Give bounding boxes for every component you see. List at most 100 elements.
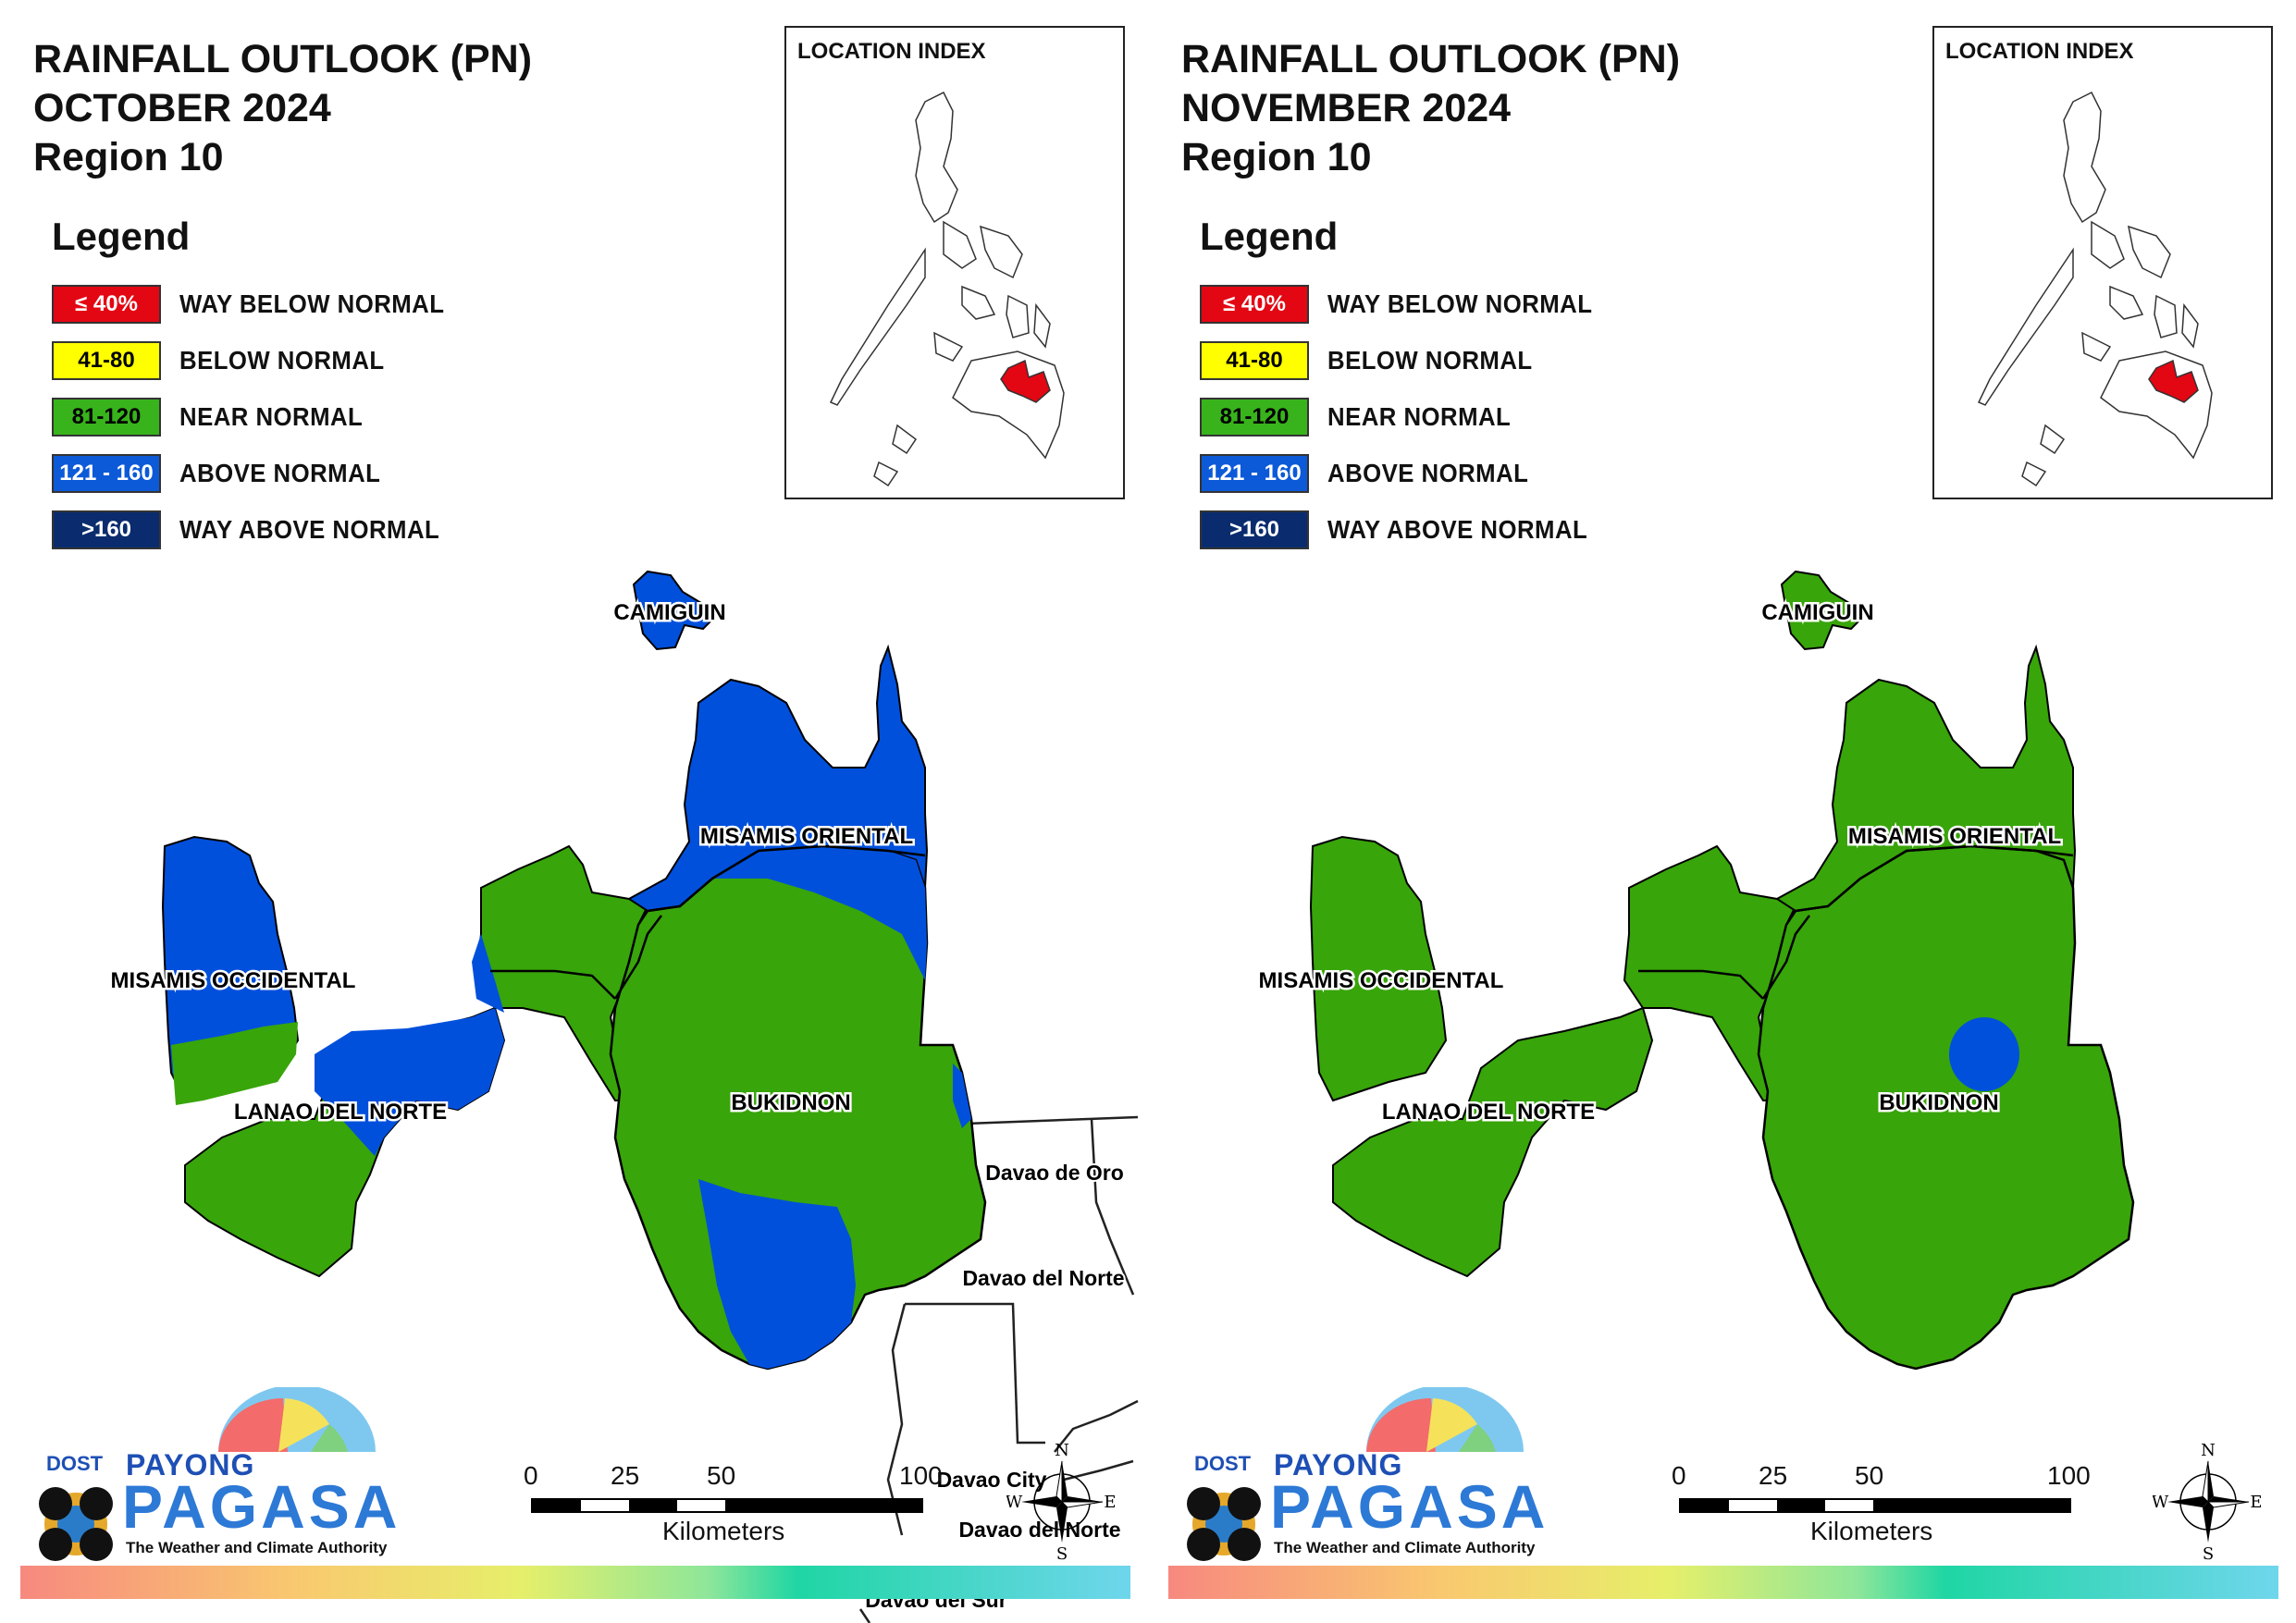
title-line-1: RAINFALL OUTLOOK (PN) bbox=[1181, 37, 1681, 81]
logo-pagasa: PAGASA bbox=[1270, 1472, 1549, 1541]
scale-tick-0: 0 bbox=[1672, 1461, 1686, 1490]
davao-de-oro-label: Davao de Oro bbox=[985, 1161, 1124, 1185]
legend-swatch: >160 bbox=[52, 510, 161, 549]
lanao-del-norte-label: LANAO DEL NORTE bbox=[1382, 1100, 1595, 1125]
bukidnon-shape bbox=[609, 844, 987, 1371]
bukidnon-east-above-zone bbox=[953, 1064, 971, 1128]
scale-tick-50: 50 bbox=[1855, 1461, 1884, 1490]
compass-w: W bbox=[2153, 1493, 2169, 1512]
legend: Legend ≤ 40% WAY BELOW NORMAL 41-80 BELO… bbox=[52, 215, 467, 558]
lanao-del-norte-east-shape bbox=[475, 844, 649, 1101]
legend-swatch: 41-80 bbox=[52, 340, 161, 380]
umbrella-icon bbox=[1187, 1387, 1524, 1561]
legend-row-way-below: ≤ 40% WAY BELOW NORMAL bbox=[1200, 276, 1615, 332]
scale-bar-graphic bbox=[1679, 1498, 2071, 1513]
legend-label: BELOW NORMAL bbox=[1327, 345, 1533, 375]
legend-row-way-above: >160 WAY ABOVE NORMAL bbox=[1200, 501, 1615, 558]
legend-label: WAY BELOW NORMAL bbox=[179, 289, 445, 318]
scale-unit: Kilometers bbox=[1810, 1517, 1933, 1545]
camiguin-label: CAMIGUIN bbox=[613, 600, 725, 625]
lanao-del-norte-above-zone bbox=[315, 1008, 504, 1156]
title-line-2: NOVEMBER 2024 bbox=[1181, 86, 1512, 130]
legend-label: ABOVE NORMAL bbox=[1327, 458, 1529, 487]
november-panel: RAINFALL OUTLOOK (PN) NOVEMBER 2024 Regi… bbox=[1148, 0, 2296, 1623]
scale-bar-graphic bbox=[531, 1498, 923, 1513]
october-panel: RAINFALL OUTLOOK (PN) OCTOBER 2024 Regio… bbox=[20, 26, 1139, 1623]
legend-row-way-below: ≤ 40% WAY BELOW NORMAL bbox=[52, 276, 467, 332]
legend-swatch: 81-120 bbox=[52, 397, 161, 436]
scale-unit: Kilometers bbox=[662, 1517, 785, 1545]
title-line-1: RAINFALL OUTLOOK (PN) bbox=[33, 37, 533, 81]
legend-row-above: 121 - 160 ABOVE NORMAL bbox=[1200, 445, 1615, 501]
misamis-oriental-label: MISAMIS ORIENTAL bbox=[1848, 824, 2061, 849]
bukidnon-label: BUKIDNON bbox=[731, 1090, 850, 1115]
footer-gradient-bar bbox=[1168, 1566, 2278, 1599]
camiguin-shape bbox=[1780, 570, 1864, 651]
compass-e: E bbox=[1104, 1493, 1116, 1512]
camiguin-shape bbox=[632, 570, 716, 651]
logo-tagline: The Weather and Climate Authority bbox=[126, 1539, 388, 1556]
legend-swatch: >160 bbox=[1200, 510, 1309, 549]
legend-row-above: 121 - 160 ABOVE NORMAL bbox=[52, 445, 467, 501]
legend-row-near: 81-120 NEAR NORMAL bbox=[52, 388, 467, 445]
title-line-2: OCTOBER 2024 bbox=[33, 86, 331, 130]
legend-title: Legend bbox=[52, 215, 191, 258]
above-zone-edge bbox=[472, 934, 504, 1013]
footer-gradient-bar bbox=[20, 1566, 1130, 1599]
map-title: RAINFALL OUTLOOK (PN) OCTOBER 2024 Regio… bbox=[33, 35, 532, 182]
philippines-index-map bbox=[829, 91, 1065, 487]
misamis-oriental-shape bbox=[627, 644, 929, 913]
pagasa-logo: DOST PAYONG PAGASA The Weather and Clima… bbox=[33, 1387, 397, 1563]
misamis-occidental-near-zone bbox=[171, 1022, 298, 1105]
scale-tick-25: 25 bbox=[611, 1461, 640, 1490]
logo-dost: DOST bbox=[1194, 1452, 1252, 1475]
scale-tick-50: 50 bbox=[707, 1461, 736, 1490]
misamis-oriental-label: MISAMIS ORIENTAL bbox=[700, 824, 913, 849]
compass-n: N bbox=[1055, 1443, 1069, 1460]
legend-swatch: 121 - 160 bbox=[52, 453, 161, 493]
camiguin-label: CAMIGUIN bbox=[1761, 600, 1873, 625]
legend-swatch: 121 - 160 bbox=[1200, 453, 1309, 493]
compass-s: S bbox=[1056, 1544, 1068, 1563]
legend-swatch: ≤ 40% bbox=[52, 284, 161, 324]
lanao-del-norte-shape bbox=[1332, 1006, 1654, 1278]
location-index: LOCATION INDEX bbox=[784, 26, 1125, 499]
legend: Legend ≤ 40% WAY BELOW NORMAL 41-80 BELO… bbox=[1200, 215, 1615, 558]
region-10-map: CAMIGUIN MISAMIS ORIENTAL MISAMIS OCCIDE… bbox=[1256, 570, 2135, 1371]
legend-label: WAY ABOVE NORMAL bbox=[1327, 514, 1588, 544]
bukidnon-label: BUKIDNON bbox=[1879, 1090, 1998, 1115]
bukidnon-south-above-zone bbox=[698, 1179, 856, 1369]
logo-payong: PAYONG bbox=[1274, 1448, 1403, 1482]
compass-rose-icon: N S W E bbox=[1006, 1443, 1117, 1563]
lanao-del-norte-label: LANAO DEL NORTE bbox=[234, 1100, 447, 1125]
legend-swatch: 81-120 bbox=[1200, 397, 1309, 436]
davao-del-norte-label: Davao del Norte bbox=[962, 1266, 1124, 1290]
scale-tick-100: 100 bbox=[899, 1461, 943, 1490]
legend-label: NEAR NORMAL bbox=[179, 401, 364, 431]
davao-del-norte-label-2: Davao del Norte bbox=[958, 1518, 1120, 1542]
compass-rose-icon: N S W E bbox=[2153, 1443, 2263, 1563]
legend-label: ABOVE NORMAL bbox=[179, 458, 381, 487]
misamis-oriental-shape bbox=[1775, 644, 2077, 913]
compass-n: N bbox=[2201, 1443, 2216, 1460]
misamis-occidental-shape bbox=[1309, 835, 1448, 1102]
misamis-occidental-label: MISAMIS OCCIDENTAL bbox=[111, 968, 356, 993]
bukidnon-shape bbox=[1757, 844, 2135, 1371]
title-line-3: Region 10 bbox=[1181, 135, 1372, 179]
legend-title: Legend bbox=[1200, 215, 1339, 258]
legend-label: WAY BELOW NORMAL bbox=[1327, 289, 1593, 318]
compass-w: W bbox=[1006, 1493, 1023, 1512]
compass-e: E bbox=[2250, 1493, 2262, 1512]
title-line-3: Region 10 bbox=[33, 135, 224, 179]
scale-tick-100: 100 bbox=[2047, 1461, 2091, 1490]
legend-swatch: 41-80 bbox=[1200, 340, 1309, 380]
compass-s: S bbox=[2203, 1544, 2214, 1563]
bukidnon-above-zone bbox=[1949, 1017, 2019, 1091]
legend-row-near: 81-120 NEAR NORMAL bbox=[1200, 388, 1615, 445]
legend-swatch: ≤ 40% bbox=[1200, 284, 1309, 324]
location-index: LOCATION INDEX bbox=[1932, 26, 2273, 499]
logo-tagline: The Weather and Climate Authority bbox=[1274, 1539, 1536, 1556]
scale-tick-0: 0 bbox=[524, 1461, 538, 1490]
legend-label: BELOW NORMAL bbox=[179, 345, 385, 375]
davao-city-label: Davao City bbox=[937, 1468, 1047, 1492]
